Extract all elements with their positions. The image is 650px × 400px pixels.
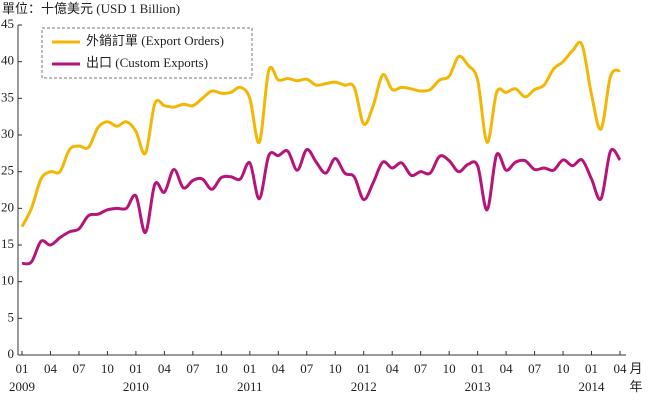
y-tick-label: 30 bbox=[1, 126, 14, 141]
year-label: 2011 bbox=[237, 379, 263, 394]
x-tick-label: 01 bbox=[243, 361, 256, 376]
legend-label: 出口 (Custom Exports) bbox=[86, 55, 208, 70]
y-tick-label: 25 bbox=[1, 163, 14, 178]
y-axis-label: 單位：十億美元 (USD 1 Billion) bbox=[2, 1, 180, 16]
x-tick-label: 04 bbox=[614, 361, 628, 376]
x-tick-label: 04 bbox=[44, 361, 58, 376]
x-tick-label: 10 bbox=[329, 361, 342, 376]
line-series bbox=[20, 40, 621, 228]
y-tick-label: 0 bbox=[8, 346, 15, 361]
year-label: 2014 bbox=[579, 379, 606, 394]
x-tick-label: 01 bbox=[357, 361, 370, 376]
legend-label: 外銷訂單 (Export Orders) bbox=[86, 33, 224, 48]
y-tick-label: 10 bbox=[1, 273, 14, 288]
x-tick-label: 07 bbox=[414, 361, 428, 376]
y-tick-label: 20 bbox=[1, 199, 14, 214]
x-tick-label: 10 bbox=[557, 361, 570, 376]
year-label: 2009 bbox=[9, 379, 35, 394]
x-tick-label: 04 bbox=[158, 361, 172, 376]
line-series bbox=[21, 148, 622, 266]
x-tick-label: 01 bbox=[471, 361, 484, 376]
x-tick-label: 10 bbox=[215, 361, 228, 376]
year-label: 2013 bbox=[465, 379, 491, 394]
x-unit-month: 月 bbox=[629, 361, 642, 376]
x-tick-label: 07 bbox=[72, 361, 86, 376]
x-tick-label: 01 bbox=[16, 361, 29, 376]
x-tick-label: 07 bbox=[186, 361, 200, 376]
x-tick-label: 10 bbox=[101, 361, 114, 376]
y-tick-label: 40 bbox=[1, 53, 14, 68]
x-tick-label: 07 bbox=[528, 361, 542, 376]
legend-box bbox=[41, 27, 253, 79]
x-tick-label: 04 bbox=[386, 361, 400, 376]
x-tick-label: 01 bbox=[585, 361, 598, 376]
y-tick-label: 45 bbox=[1, 16, 14, 31]
x-tick-label: 04 bbox=[500, 361, 514, 376]
x-tick-label: 04 bbox=[272, 361, 286, 376]
x-tick-label: 07 bbox=[300, 361, 314, 376]
y-tick-label: 5 bbox=[8, 309, 15, 324]
year-label: 2010 bbox=[123, 379, 149, 394]
x-tick-label: 10 bbox=[443, 361, 456, 376]
y-tick-label: 35 bbox=[1, 89, 14, 104]
x-unit-year: 年 bbox=[629, 379, 642, 394]
year-label: 2012 bbox=[351, 379, 377, 394]
y-tick-label: 15 bbox=[1, 236, 14, 251]
x-tick-label: 01 bbox=[129, 361, 142, 376]
